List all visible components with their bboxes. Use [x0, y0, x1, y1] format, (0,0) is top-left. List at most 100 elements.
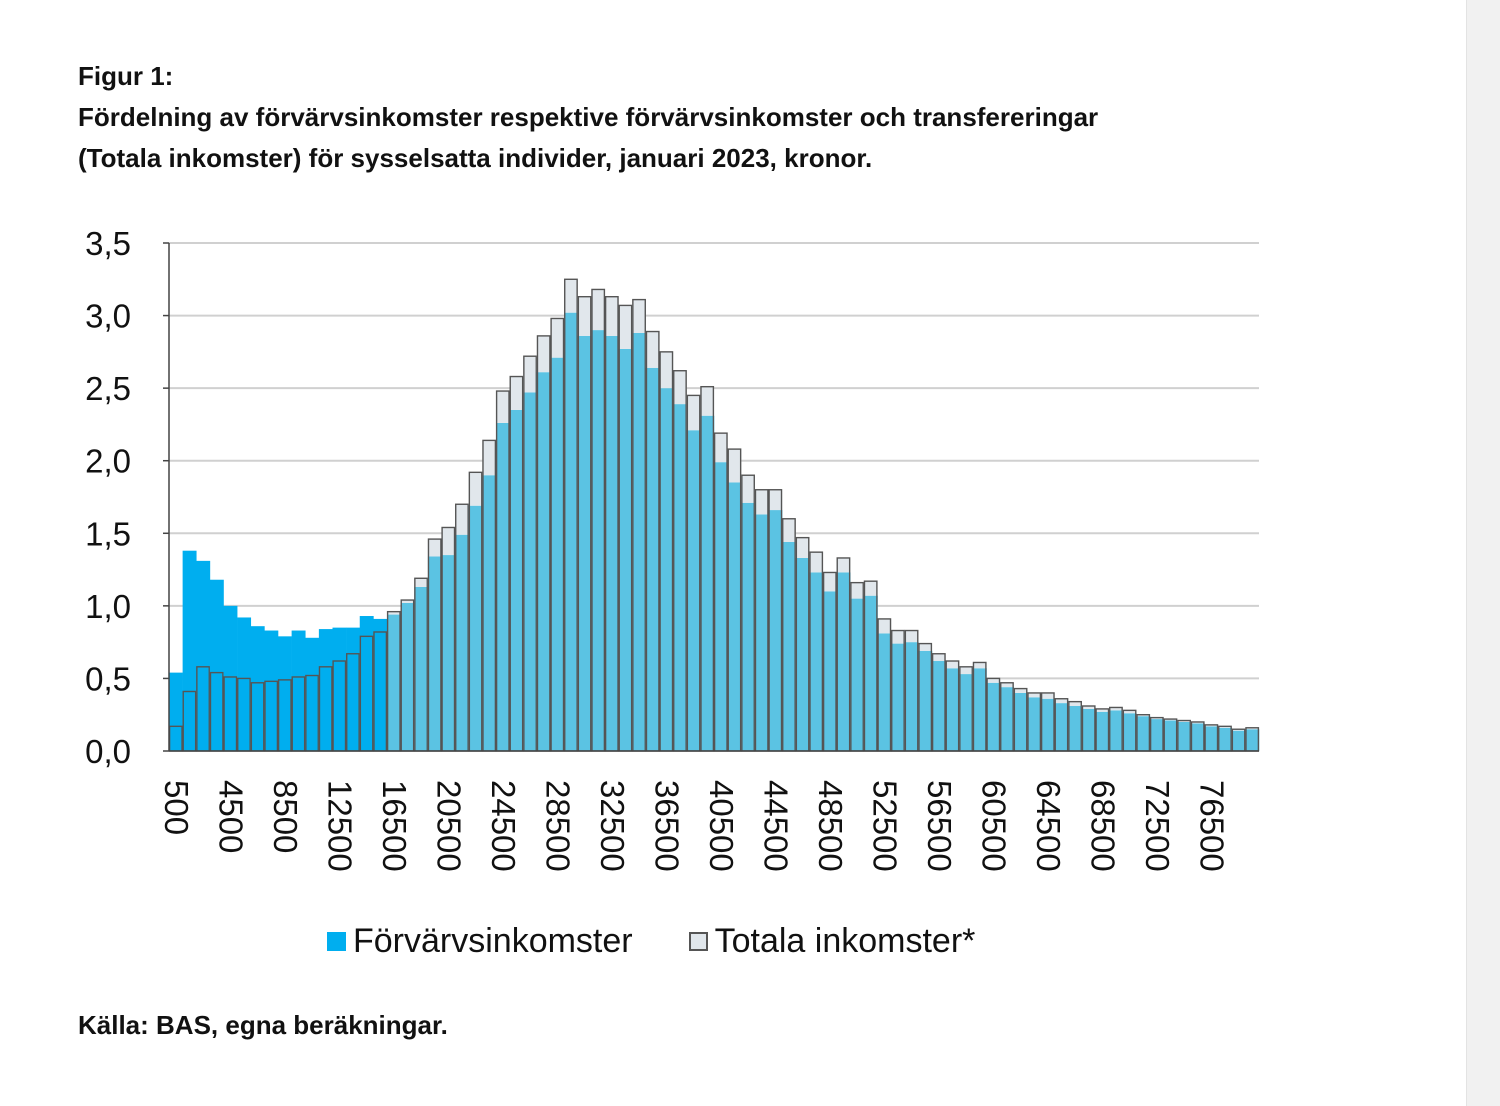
bar-forvarvsinkomster	[850, 598, 865, 751]
bar-totala-inkomster-cap	[741, 475, 755, 503]
income-distribution-chart: 0,0 0,5 1,0 1,5 2,0 2,5 3,0 3,5 500 4500 8500 1250…	[85, 225, 1260, 872]
bar-totala-inkomster-cap	[932, 653, 946, 662]
bar-totala-inkomster-cap	[891, 630, 905, 644]
bar-forvarvsinkomster	[1231, 730, 1246, 751]
bar-totala-inkomster-cap	[482, 440, 496, 476]
y-tick-label: 1,5	[85, 515, 131, 552]
bar-totala-inkomster-cap	[673, 370, 687, 405]
y-tick-label: 2,5	[85, 370, 131, 407]
bar-totala-inkomster-cap	[850, 582, 864, 599]
y-tick-label: 2,0	[85, 443, 131, 480]
x-tick-label: 56500	[921, 780, 958, 872]
bar-forvarvsinkomster	[291, 630, 306, 751]
bar-forvarvsinkomster	[332, 627, 347, 751]
bar-forvarvsinkomster	[346, 627, 361, 751]
bar-totala-inkomster-cap	[700, 386, 714, 416]
bar-forvarvsinkomster	[891, 643, 906, 751]
bar-totala-inkomster-cap	[645, 331, 660, 368]
bar-totala-inkomster-cap	[1000, 682, 1014, 688]
bar-totala-inkomster-cap	[536, 335, 551, 373]
bar-forvarvsinkomster	[414, 586, 429, 751]
figure-label: Figur 1:	[78, 61, 174, 91]
bar-forvarvsinkomster	[1122, 713, 1137, 751]
bar-forvarvsinkomster	[1218, 727, 1233, 751]
bar-totala-inkomster-cap	[400, 600, 415, 603]
bar-totala-inkomster-cap	[550, 318, 565, 358]
bar-forvarvsinkomster	[823, 591, 837, 751]
bar-totala-inkomster-cap	[387, 611, 401, 615]
bar-forvarvsinkomster	[591, 330, 606, 751]
bar-forvarvsinkomster	[1013, 692, 1028, 751]
bar-forvarvsinkomster	[904, 642, 919, 751]
bar-totala-inkomster-cap	[1150, 717, 1164, 720]
scrollbar-track[interactable]	[1466, 0, 1500, 1106]
legend-label-totala-inkomster: Totala inkomster*	[714, 921, 976, 960]
x-tick-label: 40500	[703, 780, 740, 872]
bar-totala-inkomster-cap	[686, 395, 701, 431]
bar-forvarvsinkomster	[400, 602, 415, 751]
bar-totala-inkomster-cap	[768, 489, 783, 511]
bar-totala-inkomster-cap	[441, 527, 456, 556]
bar-forvarvsinkomster	[945, 668, 960, 751]
x-tick-label: 500	[158, 780, 195, 835]
bar-forvarvsinkomster	[223, 605, 238, 751]
bar-totala-inkomster-cap	[1068, 701, 1082, 707]
bar-totala-inkomster-cap	[1081, 706, 1096, 709]
x-tick-label: 28500	[539, 780, 576, 872]
bar-forvarvsinkomster	[836, 572, 851, 751]
bar-forvarvsinkomster	[318, 629, 333, 751]
bar-forvarvsinkomster	[1204, 726, 1219, 751]
x-tick-label: 12500	[321, 780, 358, 872]
bar-forvarvsinkomster	[1054, 703, 1069, 751]
bar-forvarvsinkomster	[1068, 706, 1083, 751]
bar-totala-inkomster-cap	[496, 391, 510, 423]
bar-totala-inkomster-cap	[754, 489, 769, 515]
bar-forvarvsinkomster	[1136, 716, 1151, 751]
legend-item-forvarvsinkomster: Förvärvsinkomster	[327, 922, 633, 961]
x-tick-label: 4500	[212, 780, 249, 853]
bar-totala-inkomster-cap	[1136, 714, 1150, 717]
bar-totala-inkomster-cap	[1231, 729, 1246, 731]
x-tick-label: 8500	[267, 780, 304, 853]
bar-totala-inkomster-cap	[904, 630, 919, 643]
legend-swatch-forvarvsinkomster	[327, 931, 346, 951]
bar-forvarvsinkomster	[1041, 698, 1055, 751]
bar-totala-inkomster-cap	[863, 581, 878, 596]
x-tick-label: 44500	[757, 780, 794, 872]
bar-forvarvsinkomster	[182, 550, 197, 751]
bar-forvarvsinkomster	[686, 430, 701, 751]
y-tick-label: 0,5	[85, 660, 131, 697]
bar-totala-inkomster-cap	[1163, 719, 1178, 721]
bar-totala-inkomster-cap	[468, 472, 483, 506]
bar-forvarvsinkomster	[427, 556, 442, 751]
x-tick-label: 20500	[430, 780, 467, 872]
bar-forvarvsinkomster	[1027, 697, 1042, 751]
bar-totala-inkomster-cap	[632, 299, 646, 333]
x-tick-label: 36500	[648, 780, 685, 872]
bar-forvarvsinkomster	[809, 572, 824, 751]
bar-totala-inkomster-cap	[455, 504, 469, 535]
bar-totala-inkomster-cap	[577, 296, 592, 336]
bar-forvarvsinkomster	[278, 636, 292, 751]
bar-forvarvsinkomster	[1095, 711, 1110, 751]
bar-forvarvsinkomster	[741, 502, 756, 751]
bar-totala-inkomster-cap	[1122, 710, 1137, 714]
bar-totala-inkomster-cap	[836, 557, 851, 573]
bar-totala-inkomster-cap	[1218, 726, 1232, 728]
bar-forvarvsinkomster	[1150, 719, 1164, 751]
bar-totala-inkomster-cap	[509, 376, 524, 410]
bar-totala-inkomster-cap	[945, 661, 960, 669]
bar-forvarvsinkomster	[550, 357, 565, 751]
bar-forvarvsinkomster	[536, 372, 551, 751]
bar-forvarvsinkomster	[754, 514, 769, 751]
bar-forvarvsinkomster	[700, 415, 715, 751]
bar-forvarvsinkomster	[305, 637, 320, 751]
x-tick-label: 76500	[1193, 780, 1230, 872]
bar-totala-inkomster-cap	[1027, 692, 1041, 698]
x-tick-label: 48500	[812, 780, 849, 872]
x-tick-label: 68500	[1084, 780, 1121, 872]
bar-totala-inkomster-cap	[523, 356, 537, 393]
bar-forvarvsinkomster	[714, 462, 728, 751]
bar-forvarvsinkomster	[659, 388, 674, 751]
y-tick-label: 3,0	[85, 298, 131, 335]
